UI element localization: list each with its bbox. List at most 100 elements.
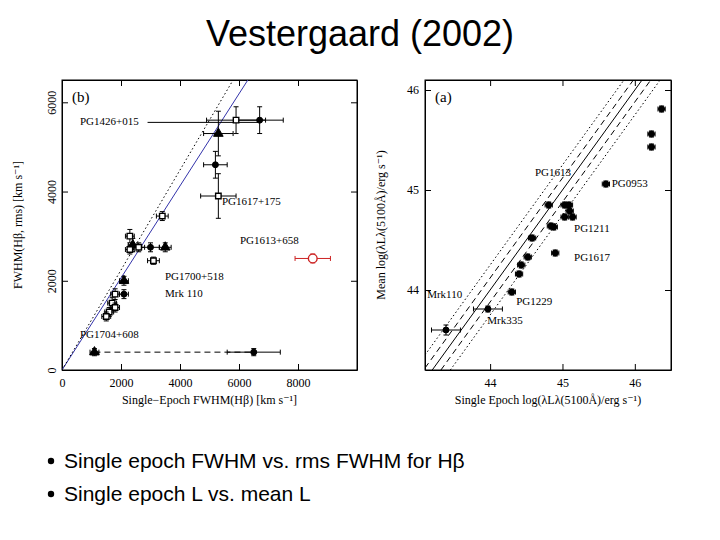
axis-line [426, 370, 672, 371]
point [659, 106, 665, 112]
x-error-cap [203, 162, 204, 167]
x-error-cap [227, 162, 228, 167]
tick-mark [351, 102, 357, 103]
tick [665, 190, 671, 191]
point [160, 213, 165, 218]
y-error-cap [213, 151, 218, 152]
background [0, 0, 720, 540]
x-error-cap [473, 307, 474, 312]
y-error-cap [113, 303, 118, 304]
axis-line [357, 81, 358, 371]
reference-line [62, 80, 248, 370]
y-error-cap [443, 325, 448, 326]
y-error-cap [127, 242, 132, 243]
x-error-cap [156, 214, 157, 219]
tick-mark [121, 80, 122, 86]
tick: 44 [485, 364, 497, 390]
y-error-cap [121, 285, 126, 286]
axis [63, 80, 358, 86]
y-error-cap [104, 320, 109, 321]
axis-line [62, 81, 63, 371]
y-error-cap [257, 133, 262, 134]
y-error-cap [127, 254, 132, 255]
point [485, 306, 491, 312]
reference-line [148, 122, 260, 123]
plot-area [62, 80, 330, 370]
y-error-cap [216, 111, 221, 112]
y-error-cap [121, 298, 126, 299]
point [112, 305, 117, 310]
tick: 4000 [169, 364, 193, 390]
series [120, 107, 284, 356]
axis-line [425, 81, 426, 371]
tick-label: 44 [407, 283, 419, 297]
tick: 6000 [45, 91, 68, 115]
annotation: PG1704+608 [80, 328, 139, 340]
y-error-cap [163, 251, 168, 252]
tick-mark [425, 90, 431, 91]
x-error-cap [233, 131, 234, 136]
x-error-cap [295, 256, 296, 261]
plot-frame [425, 80, 671, 370]
point [119, 275, 129, 283]
y-error-cap [121, 289, 126, 290]
axis: 444546 [407, 81, 431, 371]
reference-line [62, 80, 233, 370]
tick-label: 0 [60, 376, 66, 390]
axis: 444546 [426, 364, 672, 390]
x-error-cap [119, 292, 120, 297]
tick-label: 2000 [45, 269, 59, 293]
point [443, 327, 449, 333]
point [160, 242, 170, 250]
point [525, 254, 531, 260]
y-error-cap [113, 288, 118, 289]
tick [351, 102, 357, 103]
bullet-dot [48, 458, 54, 464]
annotation: PG1229 [516, 295, 553, 307]
x-error-cap [101, 314, 102, 319]
tick [121, 80, 122, 86]
x-error-cap [330, 256, 331, 261]
point [136, 245, 141, 250]
tick: 8000 [287, 364, 311, 390]
point [546, 202, 552, 208]
reference-line [432, 80, 642, 370]
x-error-cap [110, 314, 111, 319]
tick-label: 46 [629, 376, 641, 390]
axis: 02000400060008000 [60, 364, 358, 390]
tick-mark [62, 102, 68, 103]
x-error-cap [144, 245, 145, 250]
y-error-cap [216, 173, 221, 174]
annotation: Mrk110 [427, 288, 463, 300]
y-error-cap [127, 229, 132, 230]
x-error-cap [119, 305, 120, 310]
tick-mark [562, 364, 563, 370]
tick-mark [239, 364, 240, 370]
x-error-cap [134, 247, 135, 252]
tick [298, 80, 299, 86]
x-error-cap [159, 245, 160, 250]
tick-mark [351, 281, 357, 282]
y-axis-title: Mean log(λLλ(5100Å)/erg s⁻¹) [374, 150, 388, 299]
point [516, 271, 522, 277]
x-axis-title: Single Epoch log(λLλ(5100Å)/erg s⁻¹) [455, 393, 641, 407]
x-error-cap [113, 310, 114, 315]
point [121, 291, 127, 297]
annotation: PG1613 [535, 166, 572, 178]
y-axis-title: FWHM(Hβ, rms) [km s⁻¹] [11, 161, 25, 289]
y-error-cap [136, 251, 141, 252]
annotation: Mrk335 [487, 314, 523, 326]
y-error-cap [234, 133, 239, 134]
x-error-cap [125, 234, 126, 239]
tick: 46 [629, 364, 641, 390]
plot-area [425, 80, 671, 370]
y-error-cap [216, 218, 221, 219]
x-error-cap [125, 247, 126, 252]
x-error-cap [159, 245, 160, 250]
point [127, 233, 132, 238]
x-error-cap [171, 245, 172, 250]
tick-mark [665, 90, 671, 91]
y-error-cap [148, 251, 153, 252]
x-error-cap [206, 118, 207, 123]
tick-mark [239, 80, 240, 86]
